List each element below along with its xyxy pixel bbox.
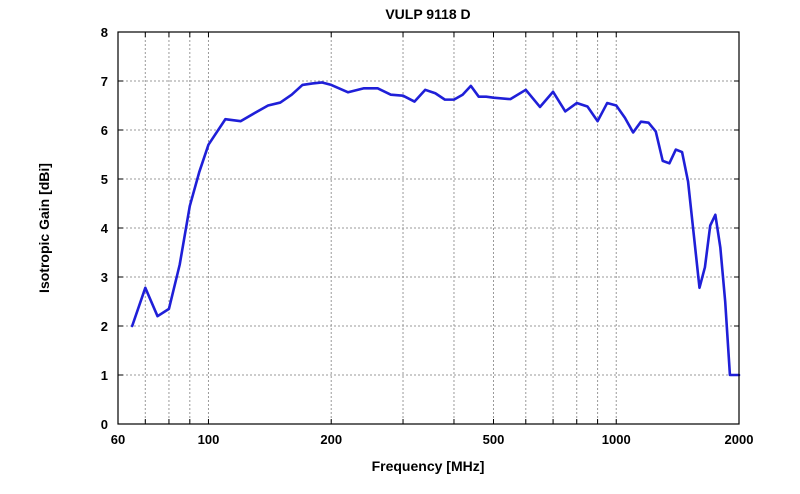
y-tick-label: 1 xyxy=(101,368,108,383)
gain-series-line xyxy=(130,81,741,377)
grid-lines xyxy=(118,32,739,424)
x-tick-label: 1000 xyxy=(602,432,631,447)
x-axis-label: Frequency [MHz] xyxy=(372,458,485,474)
plot-frame xyxy=(117,31,740,425)
y-tick-label: 4 xyxy=(101,221,109,236)
x-tick-label: 2000 xyxy=(725,432,754,447)
y-tick-label: 2 xyxy=(101,319,108,334)
x-tick-label: 200 xyxy=(320,432,342,447)
chart-title: VULP 9118 D xyxy=(385,6,470,22)
x-tick-label: 60 xyxy=(111,432,125,447)
y-tick-label: 5 xyxy=(101,172,108,187)
y-axis-label: Isotropic Gain [dBi] xyxy=(36,163,52,293)
y-tick-label: 6 xyxy=(101,123,108,138)
y-tick-label: 0 xyxy=(101,417,108,432)
y-tick-label: 3 xyxy=(101,270,108,285)
y-tick-label: 7 xyxy=(101,74,108,89)
y-tick-label: 8 xyxy=(101,25,108,40)
x-tick-label: 500 xyxy=(483,432,505,447)
tick-labels: 60 100 200 500 1000 2000 0 1 2 3 4 5 6 7 8 xyxy=(101,25,754,447)
x-tick-label: 100 xyxy=(198,432,220,447)
series-layer xyxy=(130,81,741,377)
